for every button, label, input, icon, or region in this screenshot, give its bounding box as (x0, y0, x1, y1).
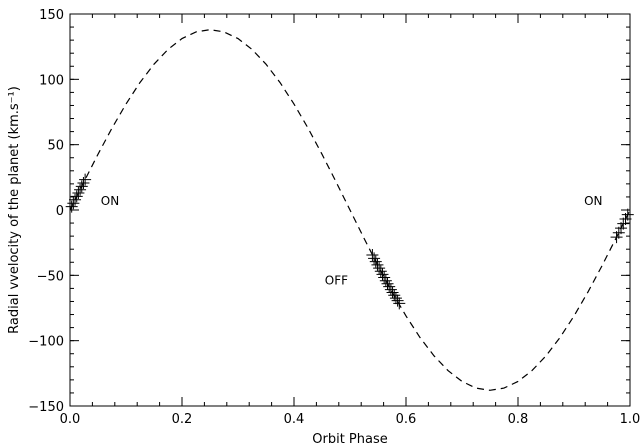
data-point (615, 222, 628, 235)
y-tick-labels: −150 −100 −50 0 50 100 150 (28, 8, 64, 415)
data-point (369, 255, 382, 268)
y-axis-label: Radial vvelocity of the planet (km.s⁻¹) (7, 86, 22, 334)
data-point (75, 180, 88, 193)
data-point (393, 297, 406, 310)
data-point (383, 280, 396, 293)
data-point (621, 208, 634, 221)
data-point (371, 258, 384, 271)
data-point (386, 286, 399, 299)
annotation-label: OFF (325, 273, 348, 287)
y-tick-label: 100 (39, 73, 64, 88)
x-tick-label: 0.0 (60, 412, 81, 427)
y-tick-label: −100 (28, 335, 64, 350)
data-point (378, 271, 391, 284)
data-point (389, 292, 402, 305)
x-tick-label: 0.8 (508, 412, 529, 427)
data-point (388, 289, 401, 302)
y-tick-label: 150 (39, 8, 64, 23)
data-point (373, 262, 386, 275)
data-point (79, 173, 92, 186)
data-point (77, 176, 90, 189)
data-point (366, 248, 379, 261)
data-point (612, 226, 625, 239)
x-axis-label: Orbit Phase (312, 432, 388, 447)
data-point (391, 294, 404, 307)
x-tick-labels: 0.0 0.2 0.4 0.6 0.8 1.0 (60, 412, 640, 427)
data-point (65, 200, 78, 213)
x-tick-label: 0.4 (284, 412, 305, 427)
data-point (384, 283, 397, 296)
data-point (381, 277, 394, 290)
data-point (374, 265, 387, 278)
data-point (617, 217, 630, 230)
x-tick-label: 0.6 (396, 412, 417, 427)
orbit-model-curve (69, 29, 631, 391)
data-point (74, 183, 87, 196)
x-tick-label: 1.0 (620, 412, 640, 427)
data-point (368, 252, 381, 265)
data-point (70, 190, 83, 203)
y-tick-label: −50 (37, 269, 64, 284)
data-point (379, 274, 392, 287)
annotation-label: ON (101, 194, 119, 208)
y-tick-label: −150 (28, 400, 64, 415)
y-tick-label: 0 (56, 204, 64, 219)
data-point (69, 193, 82, 206)
data-point (376, 268, 389, 281)
annotation-label: ON (584, 194, 602, 208)
y-tick-label: 50 (47, 139, 64, 154)
axis-ticks (69, 13, 631, 407)
data-point (67, 197, 80, 210)
data-point (72, 187, 85, 200)
x-tick-label: 0.2 (172, 412, 193, 427)
data-points (65, 173, 634, 310)
annotations: ON OFF ON (101, 194, 603, 288)
